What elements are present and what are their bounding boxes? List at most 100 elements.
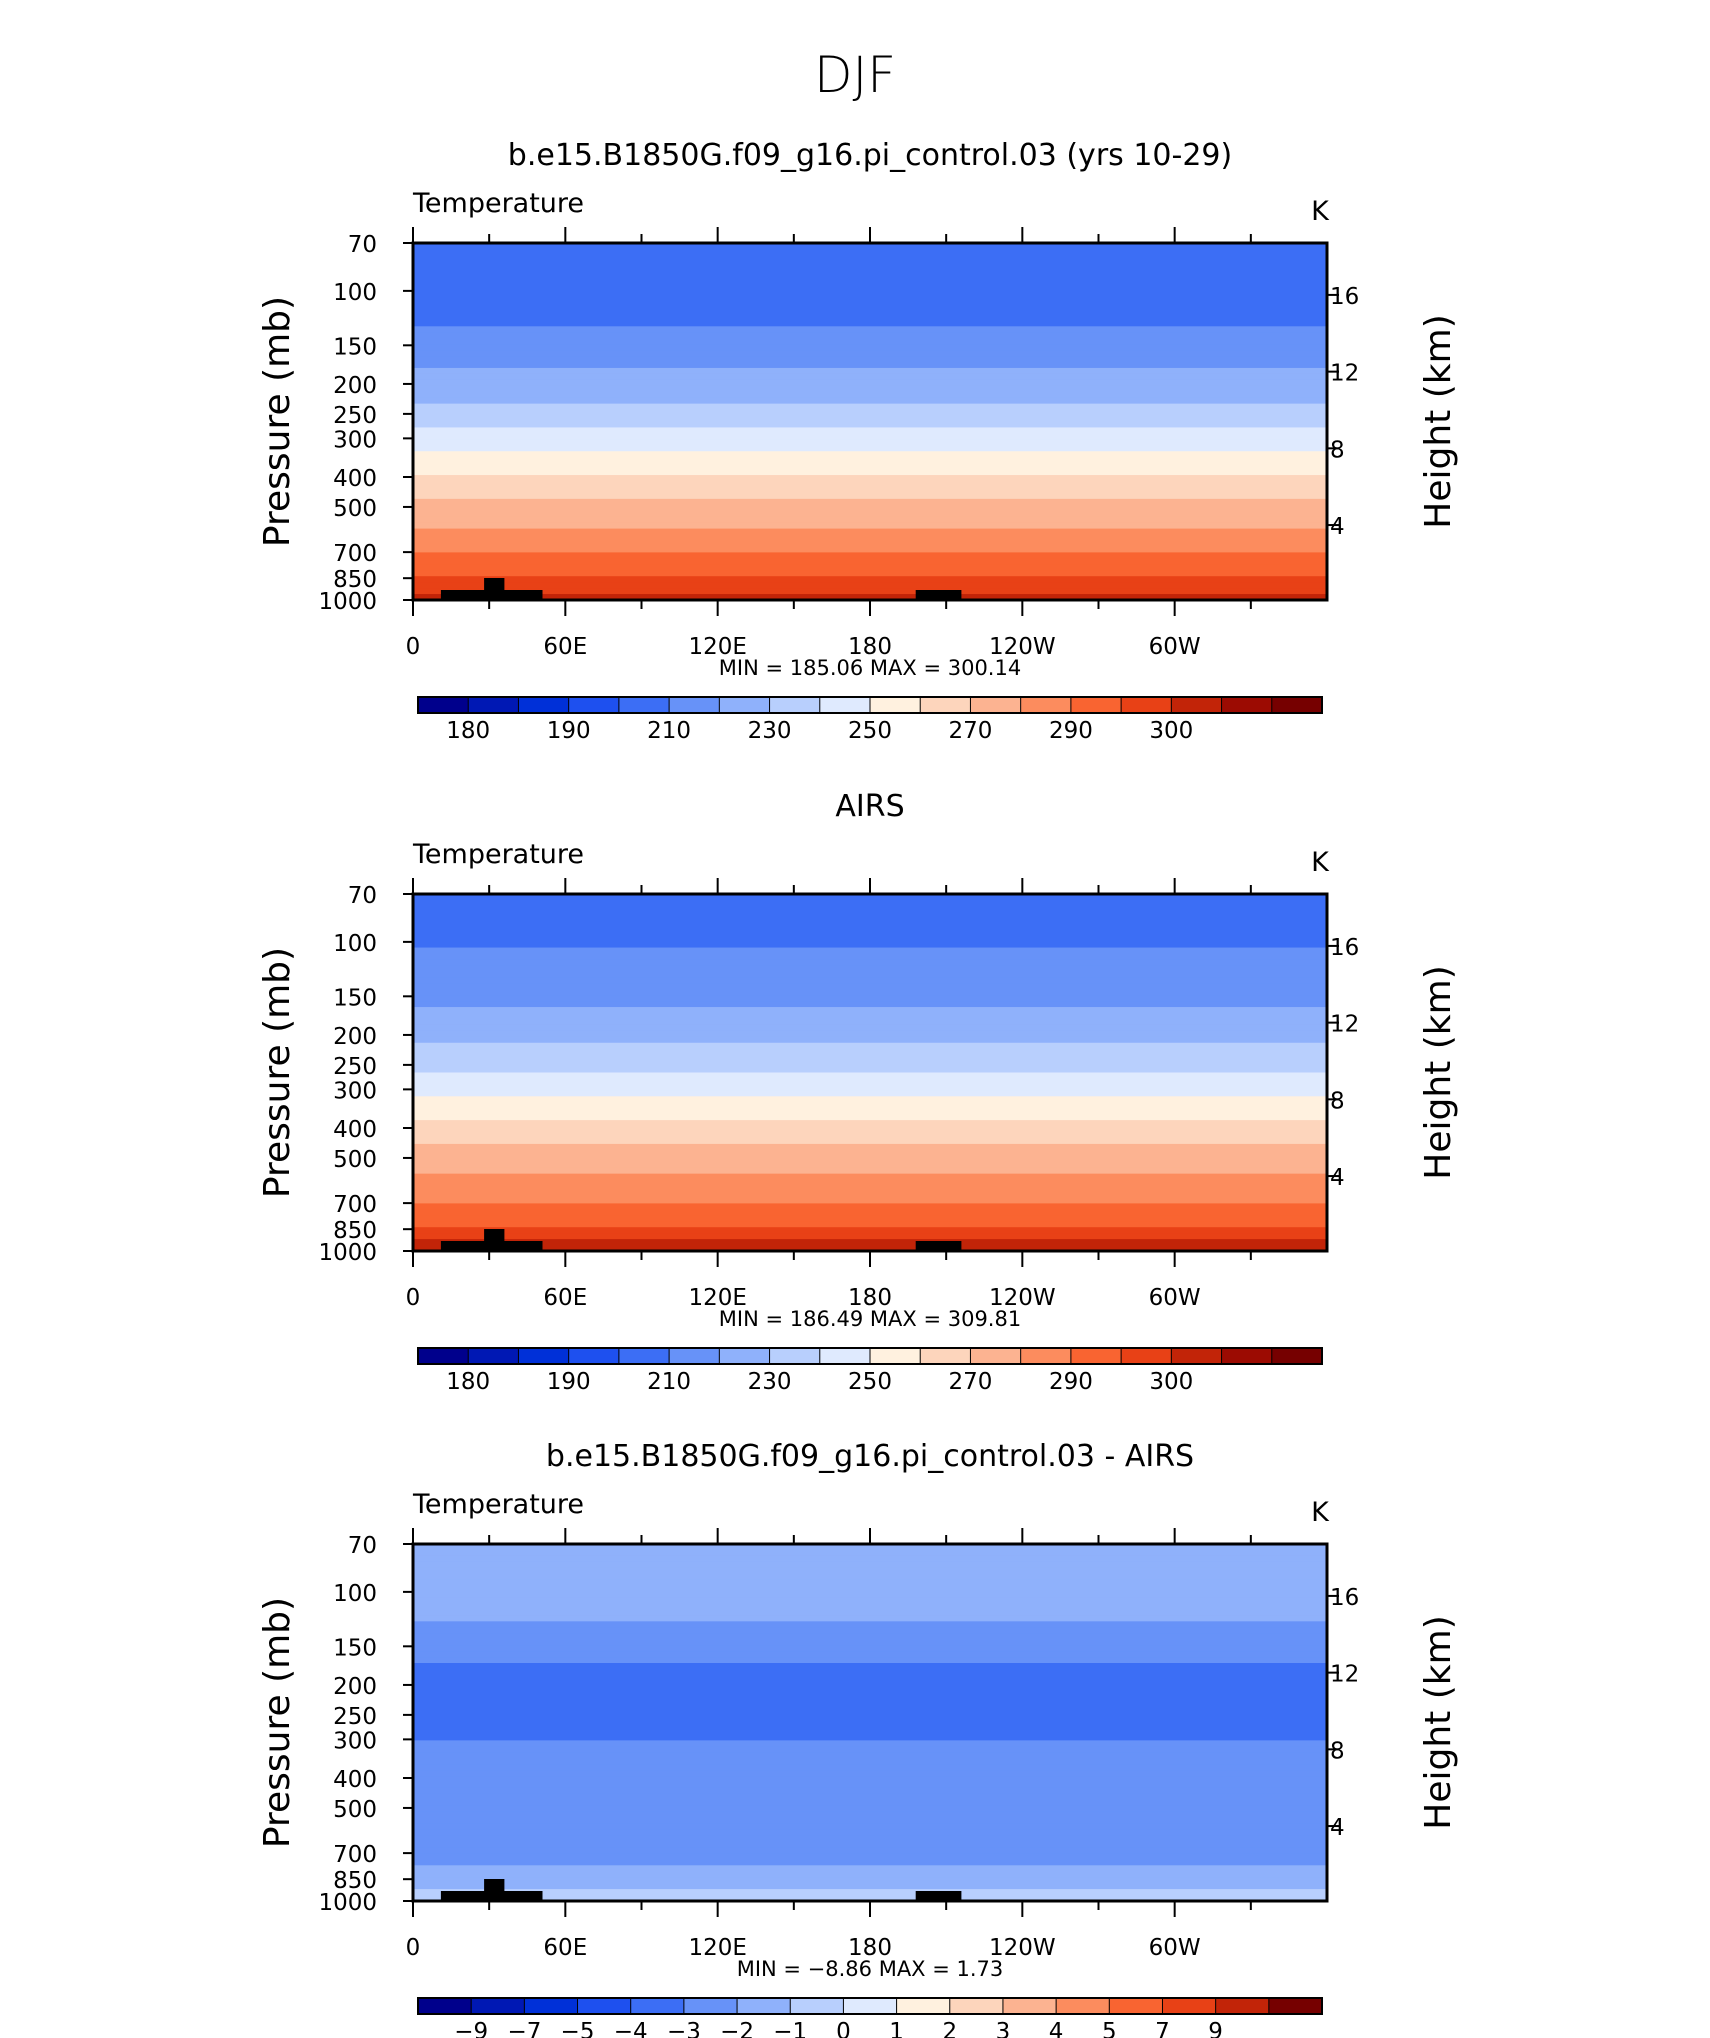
contour-band bbox=[413, 995, 1327, 1002]
contour-band bbox=[413, 314, 1327, 321]
topography-mask bbox=[484, 578, 505, 600]
colorbar-label: −9 bbox=[454, 2019, 488, 2038]
colorbar-label: 1 bbox=[889, 2019, 904, 2038]
x-tick-label: 60W bbox=[1149, 1935, 1201, 1961]
min-max-stats: MIN = 186.49 MAX = 309.81 bbox=[719, 1307, 1021, 1331]
contour-band bbox=[413, 534, 1327, 542]
contour-band bbox=[413, 1066, 1327, 1074]
contour-band bbox=[413, 1752, 1327, 1759]
colorbar-label: 290 bbox=[1049, 718, 1093, 744]
colorbar-swatch bbox=[568, 1347, 620, 1365]
contour-band bbox=[413, 899, 1327, 907]
contour-band bbox=[413, 1078, 1327, 1085]
contour-band bbox=[413, 1811, 1327, 1819]
colorbar-label: 180 bbox=[446, 718, 490, 744]
x-tick-label: 60W bbox=[1149, 634, 1201, 660]
x-tick-label: 120W bbox=[989, 1285, 1056, 1311]
colorbar-label: 230 bbox=[748, 718, 792, 744]
contour-band bbox=[413, 1001, 1327, 1008]
contour-band bbox=[413, 1865, 1327, 1872]
contour-band bbox=[413, 905, 1327, 913]
y-right-tick-label: 8 bbox=[1330, 437, 1345, 463]
contour-band bbox=[413, 1764, 1327, 1771]
contour-band bbox=[413, 953, 1327, 961]
contour-band bbox=[413, 1710, 1327, 1718]
x-tick-label: 0 bbox=[406, 634, 421, 660]
colorbar-label: 210 bbox=[647, 718, 691, 744]
y-right-axis-title: Height (km) bbox=[1418, 314, 1459, 528]
colorbar-label: −4 bbox=[614, 2019, 648, 2038]
contour-band bbox=[413, 923, 1327, 931]
min-max-stats: MIN = 185.06 MAX = 300.14 bbox=[719, 656, 1021, 680]
x-tick-label: 60E bbox=[543, 1935, 587, 1961]
colorbar-swatch bbox=[470, 1997, 526, 2015]
y-right-tick-label: 12 bbox=[1330, 1662, 1359, 1688]
contour-band bbox=[413, 1686, 1327, 1694]
y-tick-label: 100 bbox=[333, 1581, 377, 1607]
contour-band bbox=[413, 1233, 1327, 1240]
contour-band bbox=[413, 492, 1327, 500]
y-tick-label: 100 bbox=[333, 931, 377, 957]
contour-band bbox=[413, 1680, 1327, 1688]
contour-band bbox=[413, 1859, 1327, 1866]
contour-band bbox=[413, 1239, 1327, 1246]
topography-mask bbox=[484, 1879, 505, 1901]
y-tick-label: 250 bbox=[333, 403, 377, 429]
contour-band bbox=[413, 1835, 1327, 1843]
colorbar-swatch bbox=[969, 1347, 1022, 1365]
contour-band bbox=[413, 439, 1327, 446]
contour-band bbox=[413, 540, 1327, 548]
x-tick-label: 120E bbox=[688, 1285, 746, 1311]
x-tick-label: 0 bbox=[406, 1285, 421, 1311]
contour-band bbox=[413, 332, 1327, 339]
contour-band bbox=[413, 1787, 1327, 1795]
contour-band bbox=[413, 1799, 1327, 1807]
colorbar-swatch bbox=[736, 1997, 792, 2015]
x-tick-label: 180 bbox=[848, 1935, 892, 1961]
contour-band bbox=[413, 941, 1327, 949]
x-tick-label: 60E bbox=[543, 1285, 587, 1311]
contour-band bbox=[413, 947, 1327, 955]
contour-band bbox=[413, 302, 1327, 310]
contour-band bbox=[413, 1173, 1327, 1181]
colorbar-swatch bbox=[1268, 1997, 1323, 2015]
y-tick-label: 300 bbox=[333, 427, 377, 453]
colorbar-label: 9 bbox=[1208, 2019, 1223, 2038]
colorbar-swatch bbox=[869, 696, 922, 714]
y-tick-label: 100 bbox=[333, 280, 377, 306]
contour-band bbox=[413, 516, 1327, 524]
chart-panel-3: b.e15.B1850G.f09_g16.pi_control.03 - AIR… bbox=[257, 1439, 1459, 2038]
contour-band bbox=[413, 1060, 1327, 1068]
colorbar-label: 2 bbox=[942, 2019, 957, 2038]
units-label: K bbox=[1311, 847, 1330, 878]
colorbar-swatch bbox=[417, 1997, 473, 2015]
contour-band bbox=[413, 266, 1327, 274]
contour-band bbox=[413, 1722, 1327, 1730]
colorbar-swatch bbox=[467, 1347, 520, 1365]
colorbar-swatch bbox=[842, 1997, 898, 2015]
contour-band bbox=[413, 1674, 1327, 1682]
x-tick-label: 0 bbox=[406, 1935, 421, 1961]
colorbar-label: −1 bbox=[773, 2019, 807, 2038]
colorbar-swatch bbox=[1002, 1997, 1058, 2015]
colorbar-label: −5 bbox=[561, 2019, 595, 2038]
contour-band bbox=[413, 1853, 1327, 1860]
contour-band bbox=[413, 1036, 1327, 1044]
contour-band bbox=[413, 1137, 1327, 1145]
contour-band bbox=[413, 248, 1327, 256]
contour-band bbox=[413, 1102, 1327, 1109]
contour-band bbox=[413, 1048, 1327, 1056]
figure-title: DJF bbox=[814, 46, 896, 104]
y-tick-label: 200 bbox=[333, 373, 377, 399]
contour-band bbox=[413, 1215, 1327, 1222]
contour-band bbox=[413, 917, 1327, 925]
topography-mask bbox=[915, 1891, 962, 1901]
contour-band bbox=[413, 457, 1327, 464]
colorbar-swatch bbox=[683, 1997, 739, 2015]
chart-title: b.e15.B1850G.f09_g16.pi_control.03 - AIR… bbox=[546, 1439, 1194, 1474]
contour-band bbox=[413, 1782, 1327, 1789]
contour-band bbox=[413, 1555, 1327, 1563]
y-right-axis-title: Height (km) bbox=[1418, 1615, 1459, 1829]
contour-band bbox=[413, 1018, 1327, 1026]
